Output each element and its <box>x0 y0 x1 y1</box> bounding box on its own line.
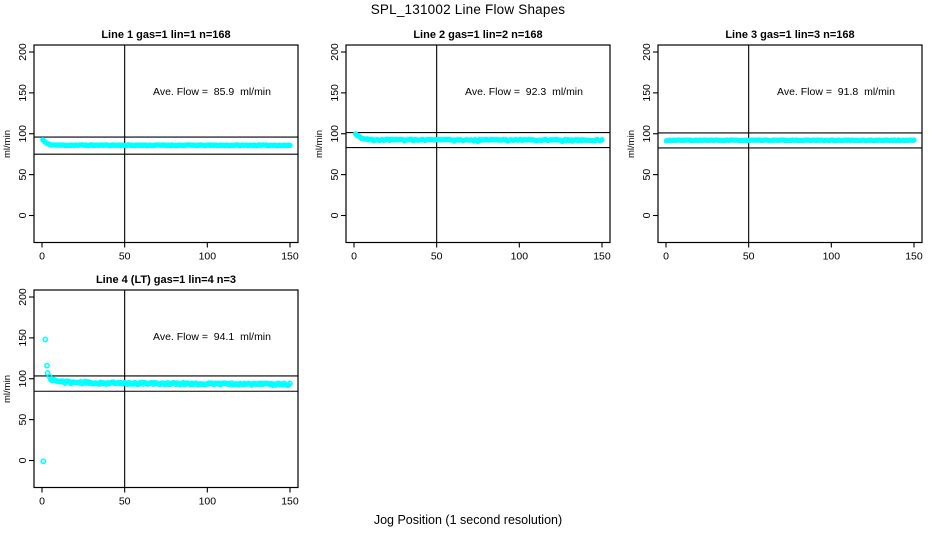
svg-text:0: 0 <box>39 496 45 508</box>
plot-area-line-2: 0 50 100 150 0 50 100 150 200 <box>329 43 611 263</box>
svg-text:0: 0 <box>17 212 29 218</box>
svg-text:150: 150 <box>905 251 923 263</box>
svg-text:100: 100 <box>641 125 653 143</box>
subplot-title: Line 3 gas=1 lin=3 n=168 <box>725 29 855 41</box>
svg-text:200: 200 <box>17 43 29 61</box>
svg-text:0: 0 <box>663 251 669 263</box>
svg-text:0: 0 <box>17 457 29 463</box>
svg-text:150: 150 <box>641 84 653 102</box>
svg-text:50: 50 <box>431 251 443 263</box>
svg-text:50: 50 <box>17 414 29 426</box>
subplot-line-3: Line 3 gas=1 lin=3 n=168 ml/min Ave. Flo… <box>624 20 936 265</box>
plot-area-line-1: 0 50 100 150 0 50 100 150 200 <box>17 43 299 263</box>
plot-area-line-4: 0 50 100 150 0 50 100 150 200 <box>17 288 299 508</box>
avg-flow-annotation: Ave. Flow = 92.3 ml/min <box>465 86 583 98</box>
svg-text:200: 200 <box>329 43 341 61</box>
subplot-title: Line 4 (LT) gas=1 lin=4 n=3 <box>95 274 237 286</box>
svg-text:0: 0 <box>641 212 653 218</box>
avg-flow-annotation: Ave. Flow = 94.1 ml/min <box>153 331 271 343</box>
svg-text:0: 0 <box>329 212 341 218</box>
svg-text:50: 50 <box>119 496 131 508</box>
svg-text:150: 150 <box>17 329 29 347</box>
subplot-line-4: Line 4 (LT) gas=1 lin=4 n=3 ml/min Ave. … <box>0 265 312 510</box>
svg-text:0: 0 <box>351 251 357 263</box>
avg-flow-annotation: Ave. Flow = 91.8 ml/min <box>777 86 895 98</box>
plot-area-line-3: 0 50 100 150 0 50 100 150 200 <box>641 43 923 263</box>
svg-text:50: 50 <box>329 169 341 181</box>
svg-text:0: 0 <box>39 251 45 263</box>
subplot-title: Line 1 gas=1 lin=1 n=168 <box>101 29 231 41</box>
svg-text:150: 150 <box>329 84 341 102</box>
svg-text:50: 50 <box>17 169 29 181</box>
subplot-title: Line 2 gas=1 lin=2 n=168 <box>413 29 543 41</box>
svg-text:100: 100 <box>329 125 341 143</box>
subplot-line-1: Line 1 gas=1 lin=1 n=168 ml/min Ave. Flo… <box>0 20 312 265</box>
x-axis-label: Jog Position (1 second resolution) <box>373 513 563 527</box>
svg-text:150: 150 <box>281 496 299 508</box>
svg-text:200: 200 <box>17 288 29 306</box>
svg-text:100: 100 <box>199 251 217 263</box>
svg-text:50: 50 <box>743 251 755 263</box>
svg-text:150: 150 <box>17 84 29 102</box>
main-title: SPL_131002 Line Flow Shapes <box>370 2 566 17</box>
svg-text:100: 100 <box>823 251 841 263</box>
svg-text:50: 50 <box>641 169 653 181</box>
svg-text:50: 50 <box>119 251 131 263</box>
svg-text:150: 150 <box>593 251 611 263</box>
svg-text:100: 100 <box>199 496 217 508</box>
avg-flow-annotation: Ave. Flow = 85.9 ml/min <box>153 86 271 98</box>
svg-text:150: 150 <box>281 251 299 263</box>
svg-text:100: 100 <box>17 125 29 143</box>
svg-text:200: 200 <box>641 43 653 61</box>
svg-text:100: 100 <box>511 251 529 263</box>
subplot-line-2: Line 2 gas=1 lin=2 n=168 ml/min Ave. Flo… <box>312 20 624 265</box>
svg-text:100: 100 <box>17 370 29 388</box>
